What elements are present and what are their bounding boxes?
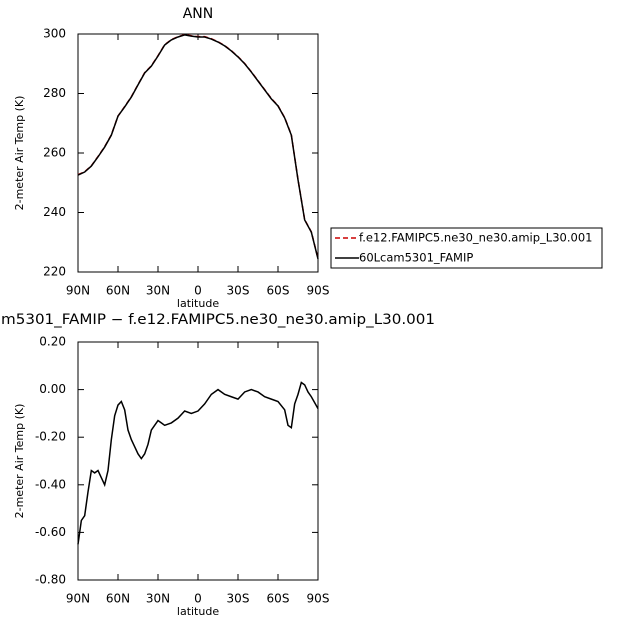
data-line (77, 34, 319, 260)
data-line (77, 33, 319, 259)
y-tick-label: 240 (43, 205, 66, 219)
x-tick-label: 60N (106, 284, 130, 298)
x-tick-label: 0 (194, 284, 202, 298)
x-tick-label: 30S (227, 592, 250, 606)
x-tick-label: 30N (146, 592, 170, 606)
y-tick-label: -0.20 (35, 430, 66, 444)
x-tick-label: 60N (106, 592, 130, 606)
x-tick-label: 90S (307, 592, 330, 606)
x-tick-label: 90N (66, 284, 90, 298)
plot-frame (77, 341, 319, 581)
y-tick-label: -0.40 (35, 477, 66, 491)
plot-frame (77, 33, 319, 273)
legend-box (330, 227, 603, 269)
y-tick-label: -0.60 (35, 525, 66, 539)
x-tick-label: 60S (267, 592, 290, 606)
x-tick-label: 60S (267, 284, 290, 298)
y-tick-label: 0.00 (39, 382, 66, 396)
x-tick-label: 30S (227, 284, 250, 298)
legend-label: 60Lcam5301_FAMIP (359, 251, 473, 265)
x-tick-label: 90S (307, 284, 330, 298)
x-tick-label: 0 (194, 592, 202, 606)
chart-title: ANN (183, 6, 214, 22)
data-line (77, 381, 319, 545)
y-tick-label: 0.20 (39, 335, 66, 349)
x-tick-label: 30N (146, 284, 170, 298)
y-axis-label: 2-meter Air Temp (K) (13, 96, 26, 211)
y-axis-label: 2-meter Air Temp (K) (13, 404, 26, 519)
x-tick-label: 90N (66, 592, 90, 606)
y-tick-label: 260 (43, 146, 66, 160)
chart-title: m5301_FAMIP − f.e12.FAMIPC5.ne30_ne30.am… (1, 312, 435, 328)
y-tick-label: 280 (43, 86, 66, 100)
y-tick-label: 220 (43, 265, 66, 279)
y-tick-label: 300 (43, 27, 66, 41)
legend-label: f.e12.FAMIPC5.ne30_ne30.amip_L30.001 (359, 231, 592, 245)
y-tick-label: -0.80 (35, 573, 66, 587)
x-axis-label: latitude (177, 297, 219, 310)
x-axis-label: latitude (177, 605, 219, 618)
